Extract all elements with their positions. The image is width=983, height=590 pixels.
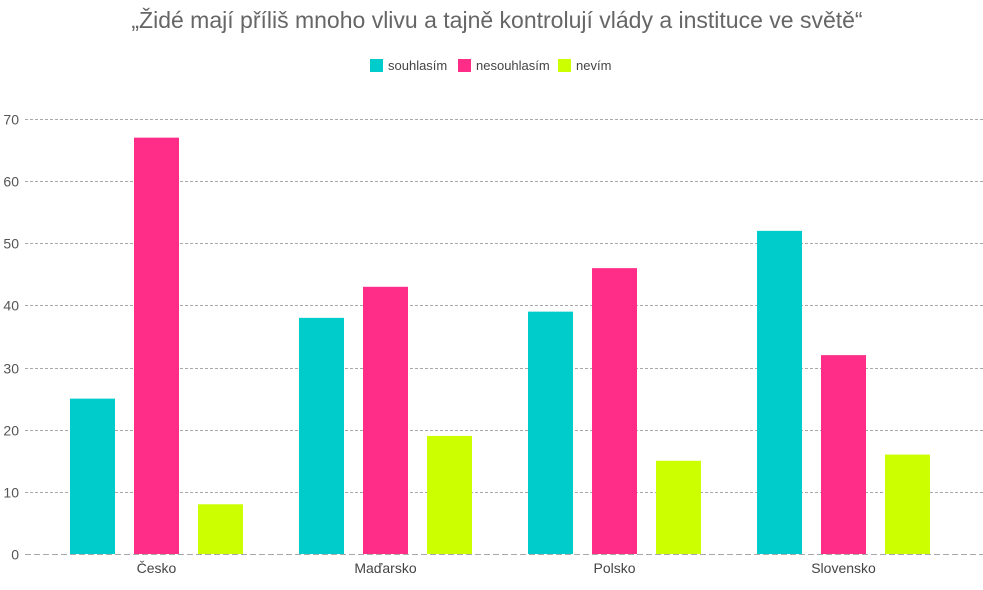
legend-label-3: nevím bbox=[576, 58, 611, 73]
y-tick-label: 40 bbox=[3, 298, 19, 314]
bar-souhlasím-Maďarsko bbox=[299, 317, 344, 554]
grid bbox=[25, 119, 983, 555]
legend-swatch-2 bbox=[458, 59, 471, 72]
legend-label-2: nesouhlasím bbox=[476, 58, 550, 73]
bar-nevím-Česko bbox=[198, 504, 243, 554]
y-tick-label: 50 bbox=[3, 236, 19, 252]
y-axis: 0 10 20 30 40 50 60 70 bbox=[3, 112, 19, 563]
x-tick-label: Česko bbox=[137, 560, 177, 576]
bar-nesouhlasím-Polsko bbox=[592, 268, 637, 554]
bars bbox=[70, 137, 930, 554]
x-axis: Česko Maďarsko Polsko Slovensko bbox=[137, 560, 876, 576]
y-tick-label: 70 bbox=[3, 112, 19, 128]
bar-souhlasím-Česko bbox=[70, 398, 115, 554]
y-tick-label: 20 bbox=[3, 423, 19, 439]
legend-label-1: souhlasím bbox=[388, 58, 447, 73]
legend-swatch-1 bbox=[370, 59, 383, 72]
y-tick-label: 10 bbox=[3, 485, 19, 501]
bar-nesouhlasím-Česko bbox=[134, 137, 179, 554]
bar-nevím-Maďarsko bbox=[427, 435, 472, 554]
legend: souhlasím nesouhlasím nevím bbox=[370, 58, 611, 73]
y-tick-label: 60 bbox=[3, 174, 19, 190]
chart-title: „Židé mají příliš mnoho vlivu a tajně ko… bbox=[131, 7, 862, 33]
x-tick-label: Slovensko bbox=[811, 560, 876, 576]
bar-nesouhlasím-Slovensko bbox=[821, 355, 866, 554]
x-tick-label: Maďarsko bbox=[354, 560, 417, 576]
bar-nevím-Polsko bbox=[656, 460, 701, 554]
x-tick-label: Polsko bbox=[593, 560, 635, 576]
bar-nesouhlasím-Maďarsko bbox=[363, 286, 408, 554]
y-tick-label: 30 bbox=[3, 361, 19, 377]
y-tick-label: 0 bbox=[11, 547, 19, 563]
bar-souhlasím-Polsko bbox=[528, 311, 573, 554]
bar-souhlasím-Slovensko bbox=[757, 230, 802, 554]
legend-swatch-3 bbox=[558, 59, 571, 72]
bar-nevím-Slovensko bbox=[885, 454, 930, 554]
